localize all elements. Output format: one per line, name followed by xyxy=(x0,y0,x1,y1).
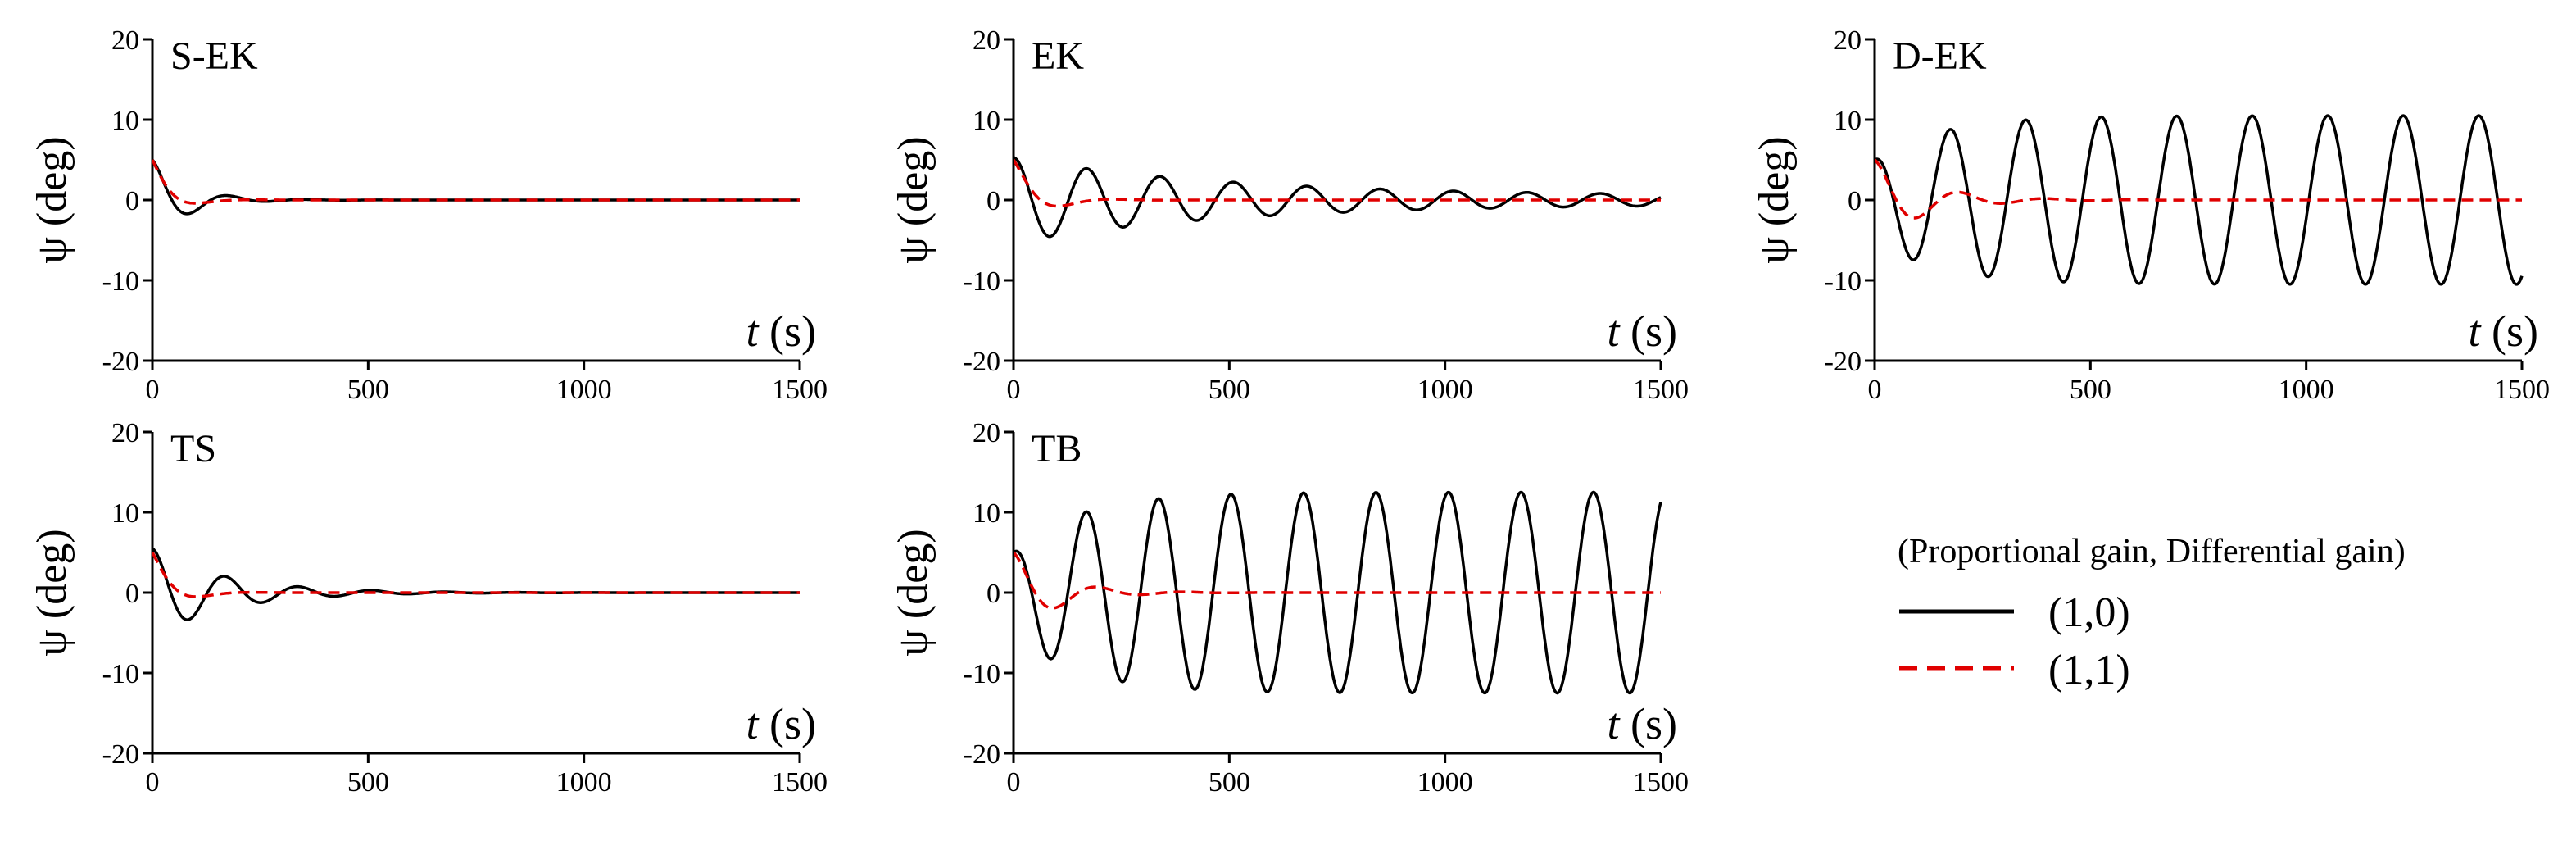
x-axis-label: t (s) xyxy=(2469,307,2539,356)
x-tick-label: 1000 xyxy=(2279,375,2334,405)
series-line-pd-1-0 xyxy=(1014,156,1662,239)
y-axis-label: ψ (deg) xyxy=(890,529,937,656)
y-tick-label: -20 xyxy=(964,739,1000,770)
y-tick-label: 0 xyxy=(125,186,139,216)
x-tick-label: 1500 xyxy=(1633,375,1689,405)
y-tick-label: -20 xyxy=(102,347,139,377)
y-tick-label: -10 xyxy=(102,659,139,689)
x-tick-label: 500 xyxy=(1209,767,1250,798)
legend: (Proportional gain, Differential gain) (… xyxy=(1898,533,2406,693)
x-tick-label: 0 xyxy=(1007,767,1021,798)
x-tick-label: 1000 xyxy=(1417,375,1473,405)
y-tick-label: -20 xyxy=(964,347,1000,377)
y-tick-label: 20 xyxy=(1834,25,1862,56)
panel-title: TB xyxy=(1032,427,1082,471)
series-line-pd-1-1 xyxy=(152,552,800,598)
x-tick-label: 500 xyxy=(1209,375,1250,405)
x-tick-label: 1500 xyxy=(772,767,828,798)
x-axis-label: t (s) xyxy=(1608,699,1678,748)
y-axis-label: ψ (deg) xyxy=(890,136,937,263)
panel-title: S-EK xyxy=(170,34,258,78)
x-tick-label: 1000 xyxy=(1417,767,1473,798)
legend-label-1: (1,0) xyxy=(2048,589,2130,636)
x-axis-label: t (s) xyxy=(746,699,817,748)
x-tick-label: 0 xyxy=(146,375,160,405)
y-tick-label: -20 xyxy=(102,739,139,770)
panel-title: TS xyxy=(170,427,216,471)
y-tick-label: 0 xyxy=(1848,186,1862,216)
y-tick-label: 0 xyxy=(986,186,1000,216)
series-line-pd-1-1 xyxy=(1875,158,2522,220)
y-tick-label: -10 xyxy=(1825,266,1862,297)
x-tick-label: 1500 xyxy=(2494,375,2550,405)
series-line-pd-1-1 xyxy=(1014,551,1661,610)
x-tick-label: 500 xyxy=(347,767,389,798)
y-tick-label: 10 xyxy=(973,106,1000,136)
y-tick-label: -10 xyxy=(964,266,1000,297)
y-tick-label: 20 xyxy=(111,418,139,448)
y-tick-label: -20 xyxy=(1825,347,1862,377)
x-axis-label: t (s) xyxy=(746,307,817,356)
y-tick-label: 20 xyxy=(973,25,1000,56)
y-tick-label: 10 xyxy=(111,498,139,529)
series-line-pd-1-0 xyxy=(1014,490,1662,695)
legend-label-2: (1,1) xyxy=(2048,647,2130,693)
series-line-pd-1-1 xyxy=(1014,159,1661,208)
x-tick-label: 0 xyxy=(1007,375,1021,405)
x-tick-label: 0 xyxy=(1868,375,1882,405)
series-line-pd-1-0 xyxy=(1875,114,2524,286)
y-axis-label: ψ (deg) xyxy=(29,136,75,263)
y-tick-label: -10 xyxy=(102,266,139,297)
panel-title: EK xyxy=(1032,34,1084,78)
y-tick-label: 0 xyxy=(125,579,139,609)
x-tick-label: 500 xyxy=(2070,375,2111,405)
y-tick-label: 20 xyxy=(111,25,139,56)
x-tick-label: 500 xyxy=(347,375,389,405)
series-line-pd-1-0 xyxy=(152,547,800,621)
x-tick-label: 1500 xyxy=(772,375,828,405)
y-tick-label: 10 xyxy=(973,498,1000,529)
x-tick-label: 0 xyxy=(146,767,160,798)
y-tick-label: 0 xyxy=(986,579,1000,609)
y-tick-label: -10 xyxy=(964,659,1000,689)
series-line-pd-1-0 xyxy=(152,158,800,216)
y-tick-label: 10 xyxy=(111,106,139,136)
x-tick-label: 1000 xyxy=(556,767,612,798)
legend-title: (Proportional gain, Differential gain) xyxy=(1898,533,2406,571)
x-axis-label: t (s) xyxy=(1608,307,1678,356)
panel-title: D-EK xyxy=(1893,34,1987,78)
x-tick-label: 1500 xyxy=(1633,767,1689,798)
y-tick-label: 10 xyxy=(1834,106,1862,136)
y-tick-label: 20 xyxy=(973,418,1000,448)
x-tick-label: 1000 xyxy=(556,375,612,405)
y-axis-label: ψ (deg) xyxy=(1751,136,1798,263)
y-axis-label: ψ (deg) xyxy=(29,529,75,656)
series-line-pd-1-1 xyxy=(152,159,800,205)
